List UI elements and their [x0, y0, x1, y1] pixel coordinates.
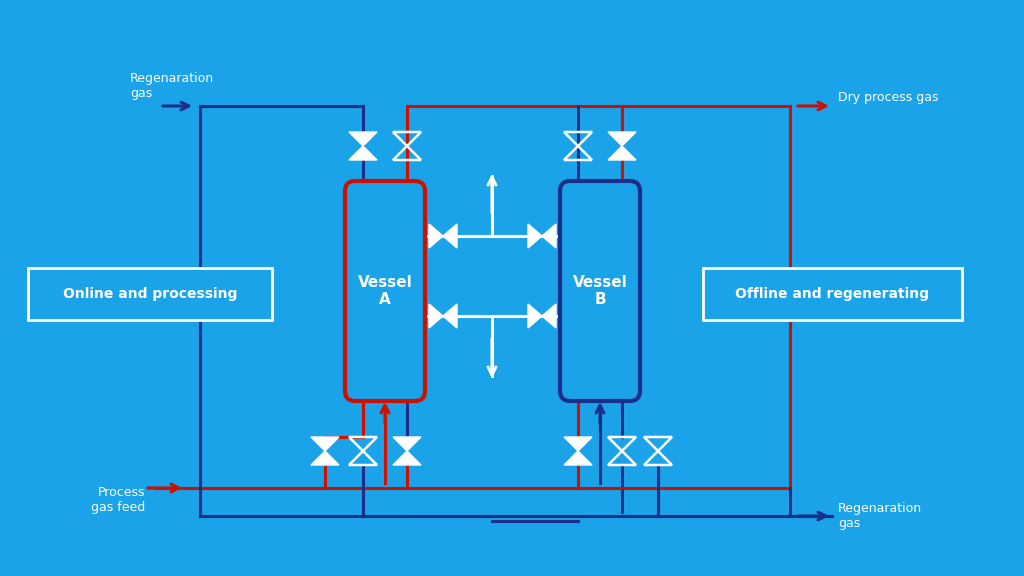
- FancyBboxPatch shape: [560, 181, 640, 401]
- Polygon shape: [349, 146, 377, 160]
- Polygon shape: [443, 224, 457, 248]
- Polygon shape: [429, 304, 443, 328]
- Polygon shape: [608, 132, 636, 146]
- Polygon shape: [393, 437, 421, 451]
- FancyBboxPatch shape: [345, 181, 425, 401]
- Polygon shape: [311, 451, 339, 465]
- Text: Dry process gas: Dry process gas: [838, 92, 939, 104]
- FancyBboxPatch shape: [703, 268, 962, 320]
- Text: Vessel
B: Vessel B: [572, 275, 628, 307]
- Polygon shape: [608, 146, 636, 160]
- Polygon shape: [311, 437, 339, 451]
- Polygon shape: [528, 224, 542, 248]
- Polygon shape: [429, 224, 443, 248]
- Text: Vessel
A: Vessel A: [357, 275, 413, 307]
- Text: Offline and regenerating: Offline and regenerating: [735, 287, 929, 301]
- Polygon shape: [349, 132, 377, 146]
- Polygon shape: [542, 304, 556, 328]
- Polygon shape: [393, 451, 421, 465]
- Polygon shape: [443, 304, 457, 328]
- Polygon shape: [564, 437, 592, 451]
- Polygon shape: [542, 224, 556, 248]
- Polygon shape: [528, 304, 542, 328]
- Polygon shape: [564, 451, 592, 465]
- Text: Regenaration
gas: Regenaration gas: [130, 72, 214, 100]
- Text: Online and processing: Online and processing: [62, 287, 238, 301]
- Text: Process
gas feed: Process gas feed: [91, 486, 145, 514]
- Text: Regenaration
gas: Regenaration gas: [838, 502, 923, 530]
- FancyBboxPatch shape: [28, 268, 272, 320]
